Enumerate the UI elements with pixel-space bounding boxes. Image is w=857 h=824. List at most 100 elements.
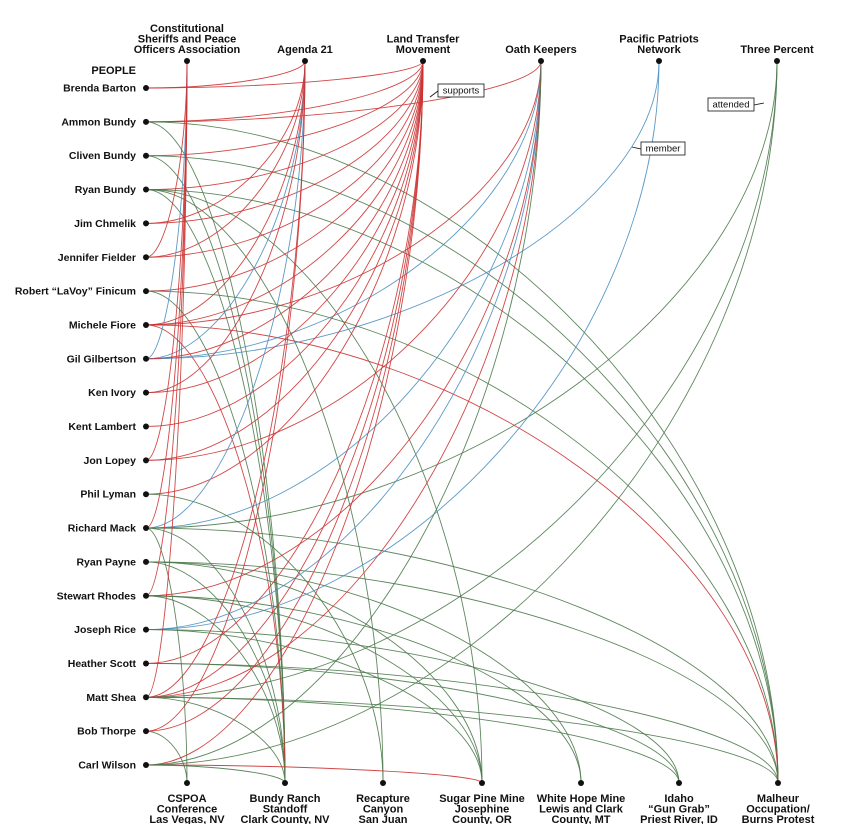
event-label: Sugar Pine Mine Josephine County, OR	[439, 793, 525, 824]
legend-label: member	[646, 144, 681, 155]
person-node-ken_ivory[interactable]: Ken Ivory	[88, 387, 149, 399]
legend-box	[640, 141, 686, 156]
edge-supports-gil_gilbertson-land_transfer	[145, 60, 424, 360]
person-dot	[143, 118, 149, 125]
edge-attended-bob_thorpe-cspoa_conf	[145, 730, 188, 784]
edge-supports-bob_thorpe-agenda21	[145, 60, 306, 732]
event-node-idaho_gun_grab[interactable]: Idaho “Gun Grab” Priest River, ID	[640, 780, 718, 824]
person-label: Jon Lopey	[83, 455, 136, 467]
edge-supports-matt_shea-land_transfer	[145, 60, 424, 698]
edge-attended-ryan_bundy-recapture	[145, 189, 384, 784]
legend-box	[707, 97, 755, 112]
edge-supports-michele_fiore-bundy_ranch	[145, 324, 286, 784]
edge-supports-michele_fiore-oath_keepers	[145, 60, 542, 326]
person-dot	[143, 85, 149, 91]
org-dot	[302, 58, 308, 64]
person-node-michele_fiore[interactable]: Michele Fiore	[69, 319, 149, 331]
edge-attended-joseph_rice-sugar_pine	[145, 629, 483, 784]
edge-attended-heather_scott-idaho_gun_grab	[145, 663, 680, 784]
person-node-lavoy_finicum[interactable]: Robert “LaVoy” Finicum	[15, 286, 149, 298]
event-node-white_hope[interactable]: White Hope Mine Lewis and Clark County, MT	[537, 780, 626, 824]
person-label: Heather Scott	[68, 658, 137, 670]
person-node-joseph_rice[interactable]: Joseph Rice	[74, 624, 149, 636]
edge-supports-ken_ivory-agenda21	[145, 60, 306, 394]
person-node-gil_gilbertson[interactable]: Gil Gilbertson	[67, 353, 149, 365]
person-dot	[143, 728, 149, 735]
legend-attended: attended	[707, 97, 765, 112]
edge-attended-stewart_rhodes-white_hope	[145, 595, 582, 784]
person-node-bob_thorpe[interactable]: Bob Thorpe	[77, 726, 149, 738]
event-label: Recapture Canyon San Juan	[356, 793, 410, 824]
edge-attended-ryan_payne-sugar_pine	[145, 561, 483, 784]
edge-member-richard_mack-oath_keepers	[145, 60, 542, 529]
edge-supports-kent_lambert-land_transfer	[145, 60, 424, 427]
person-node-richard_mack[interactable]: Richard Mack	[68, 523, 149, 535]
legend-label: supports	[443, 86, 480, 97]
person-label: Ken Ivory	[88, 387, 136, 399]
event-node-sugar_pine[interactable]: Sugar Pine Mine Josephine County, OR	[439, 780, 525, 824]
edge-supports-bob_thorpe-land_transfer	[145, 60, 424, 732]
event-node-bundy_ranch[interactable]: Bundy Ranch Standoff Clark County, NV	[240, 780, 330, 824]
edge-supports-jennifer_fielder-cspoa_org	[145, 60, 188, 258]
person-node-matt_shea[interactable]: Matt Shea	[86, 692, 149, 704]
event-label: Malheur Occupation/Burns Protest	[742, 793, 815, 824]
edge-supports-brenda_barton-land_transfer	[145, 60, 424, 89]
person-node-ryan_bundy[interactable]: Ryan Bundy	[75, 184, 149, 196]
edge-attended-richard_mack-malheur	[145, 527, 779, 784]
edge-attended-richard_mack-cspoa_conf	[145, 527, 188, 784]
person-node-ammon_bundy[interactable]: Ammon Bundy	[61, 116, 149, 128]
person-node-jim_chmelik[interactable]: Jim Chmelik	[74, 218, 149, 230]
person-dot	[143, 660, 149, 667]
org-label: Agenda 21	[277, 44, 333, 56]
edge-supports-matt_shea-cspoa_org	[145, 60, 188, 698]
person-label: Robert “LaVoy” Finicum	[15, 286, 136, 298]
person-label: Jim Chmelik	[74, 218, 136, 230]
legend-leader-line	[631, 146, 642, 150]
edge-attended-ryan_payne-white_hope	[145, 561, 582, 784]
person-dot	[143, 423, 149, 430]
org-node-pacific_patriots[interactable]: Pacific Patriots Network	[619, 34, 699, 65]
person-label: Joseph Rice	[74, 624, 136, 636]
event-label: Bundy Ranch Standoff Clark County, NV	[240, 793, 330, 824]
edge-attended-matt_shea-malheur	[145, 696, 779, 784]
event-dot	[775, 780, 781, 786]
person-node-phil_lyman[interactable]: Phil Lyman	[80, 489, 149, 501]
org-label: Oath Keepers	[505, 44, 577, 56]
person-node-jon_lopey[interactable]: Jon Lopey	[83, 455, 149, 467]
person-node-ryan_payne[interactable]: Ryan Payne	[76, 556, 149, 568]
legend-label: attended	[713, 100, 750, 111]
org-node-land_transfer[interactable]: Land Transfer Movement	[387, 34, 460, 65]
person-node-cliven_bundy[interactable]: Cliven Bundy	[69, 150, 149, 162]
person-label: Jennifer Fielder	[58, 252, 136, 264]
edge-attended-ryan_bundy-sugar_pine	[145, 189, 483, 784]
event-node-malheur[interactable]: Malheur Occupation/Burns Protest	[742, 780, 815, 824]
event-node-cspoa_conf[interactable]: CSPOA Conference Las Vegas, NV	[149, 780, 225, 824]
org-node-agenda21[interactable]: Agenda 21	[277, 44, 333, 64]
person-node-carl_wilson[interactable]: Carl Wilson	[78, 760, 149, 772]
edge-member-gil_gilbertson-cspoa_org	[145, 60, 188, 360]
person-node-jennifer_fielder[interactable]: Jennifer Fielder	[58, 252, 149, 264]
person-dot	[143, 321, 149, 328]
person-dot	[143, 491, 149, 498]
edge-attended-carl_wilson-bundy_ranch	[145, 764, 286, 784]
legend-leader-line	[753, 102, 765, 106]
person-node-heather_scott[interactable]: Heather Scott	[68, 658, 149, 670]
person-node-stewart_rhodes[interactable]: Stewart Rhodes	[57, 590, 149, 602]
event-node-recapture[interactable]: Recapture Canyon San Juan	[356, 780, 410, 824]
org-node-cspoa_org[interactable]: Constitutional Sheriffs and Peace Officers…	[134, 23, 241, 64]
people-heading: PEOPLE	[91, 65, 136, 77]
person-node-brenda_barton[interactable]: Brenda Barton	[63, 83, 149, 95]
edge-supports-phil_lyman-land_transfer	[145, 60, 424, 495]
org-node-three_percent[interactable]: Three Percent	[740, 44, 814, 64]
person-node-kent_lambert[interactable]: Kent Lambert	[68, 421, 149, 433]
person-label: Richard Mack	[68, 523, 136, 535]
org-dot	[538, 58, 544, 64]
edge-attended-joseph_rice-idaho_gun_grab	[145, 629, 680, 784]
nodes-layer: Constitutional Sheriffs and Peace Officers…	[15, 23, 815, 824]
legend-leader-line	[429, 90, 439, 98]
org-node-oath_keepers[interactable]: Oath Keepers	[505, 44, 577, 64]
person-label: Phil Lyman	[80, 489, 136, 501]
event-dot	[380, 780, 386, 786]
event-dot	[479, 780, 485, 786]
